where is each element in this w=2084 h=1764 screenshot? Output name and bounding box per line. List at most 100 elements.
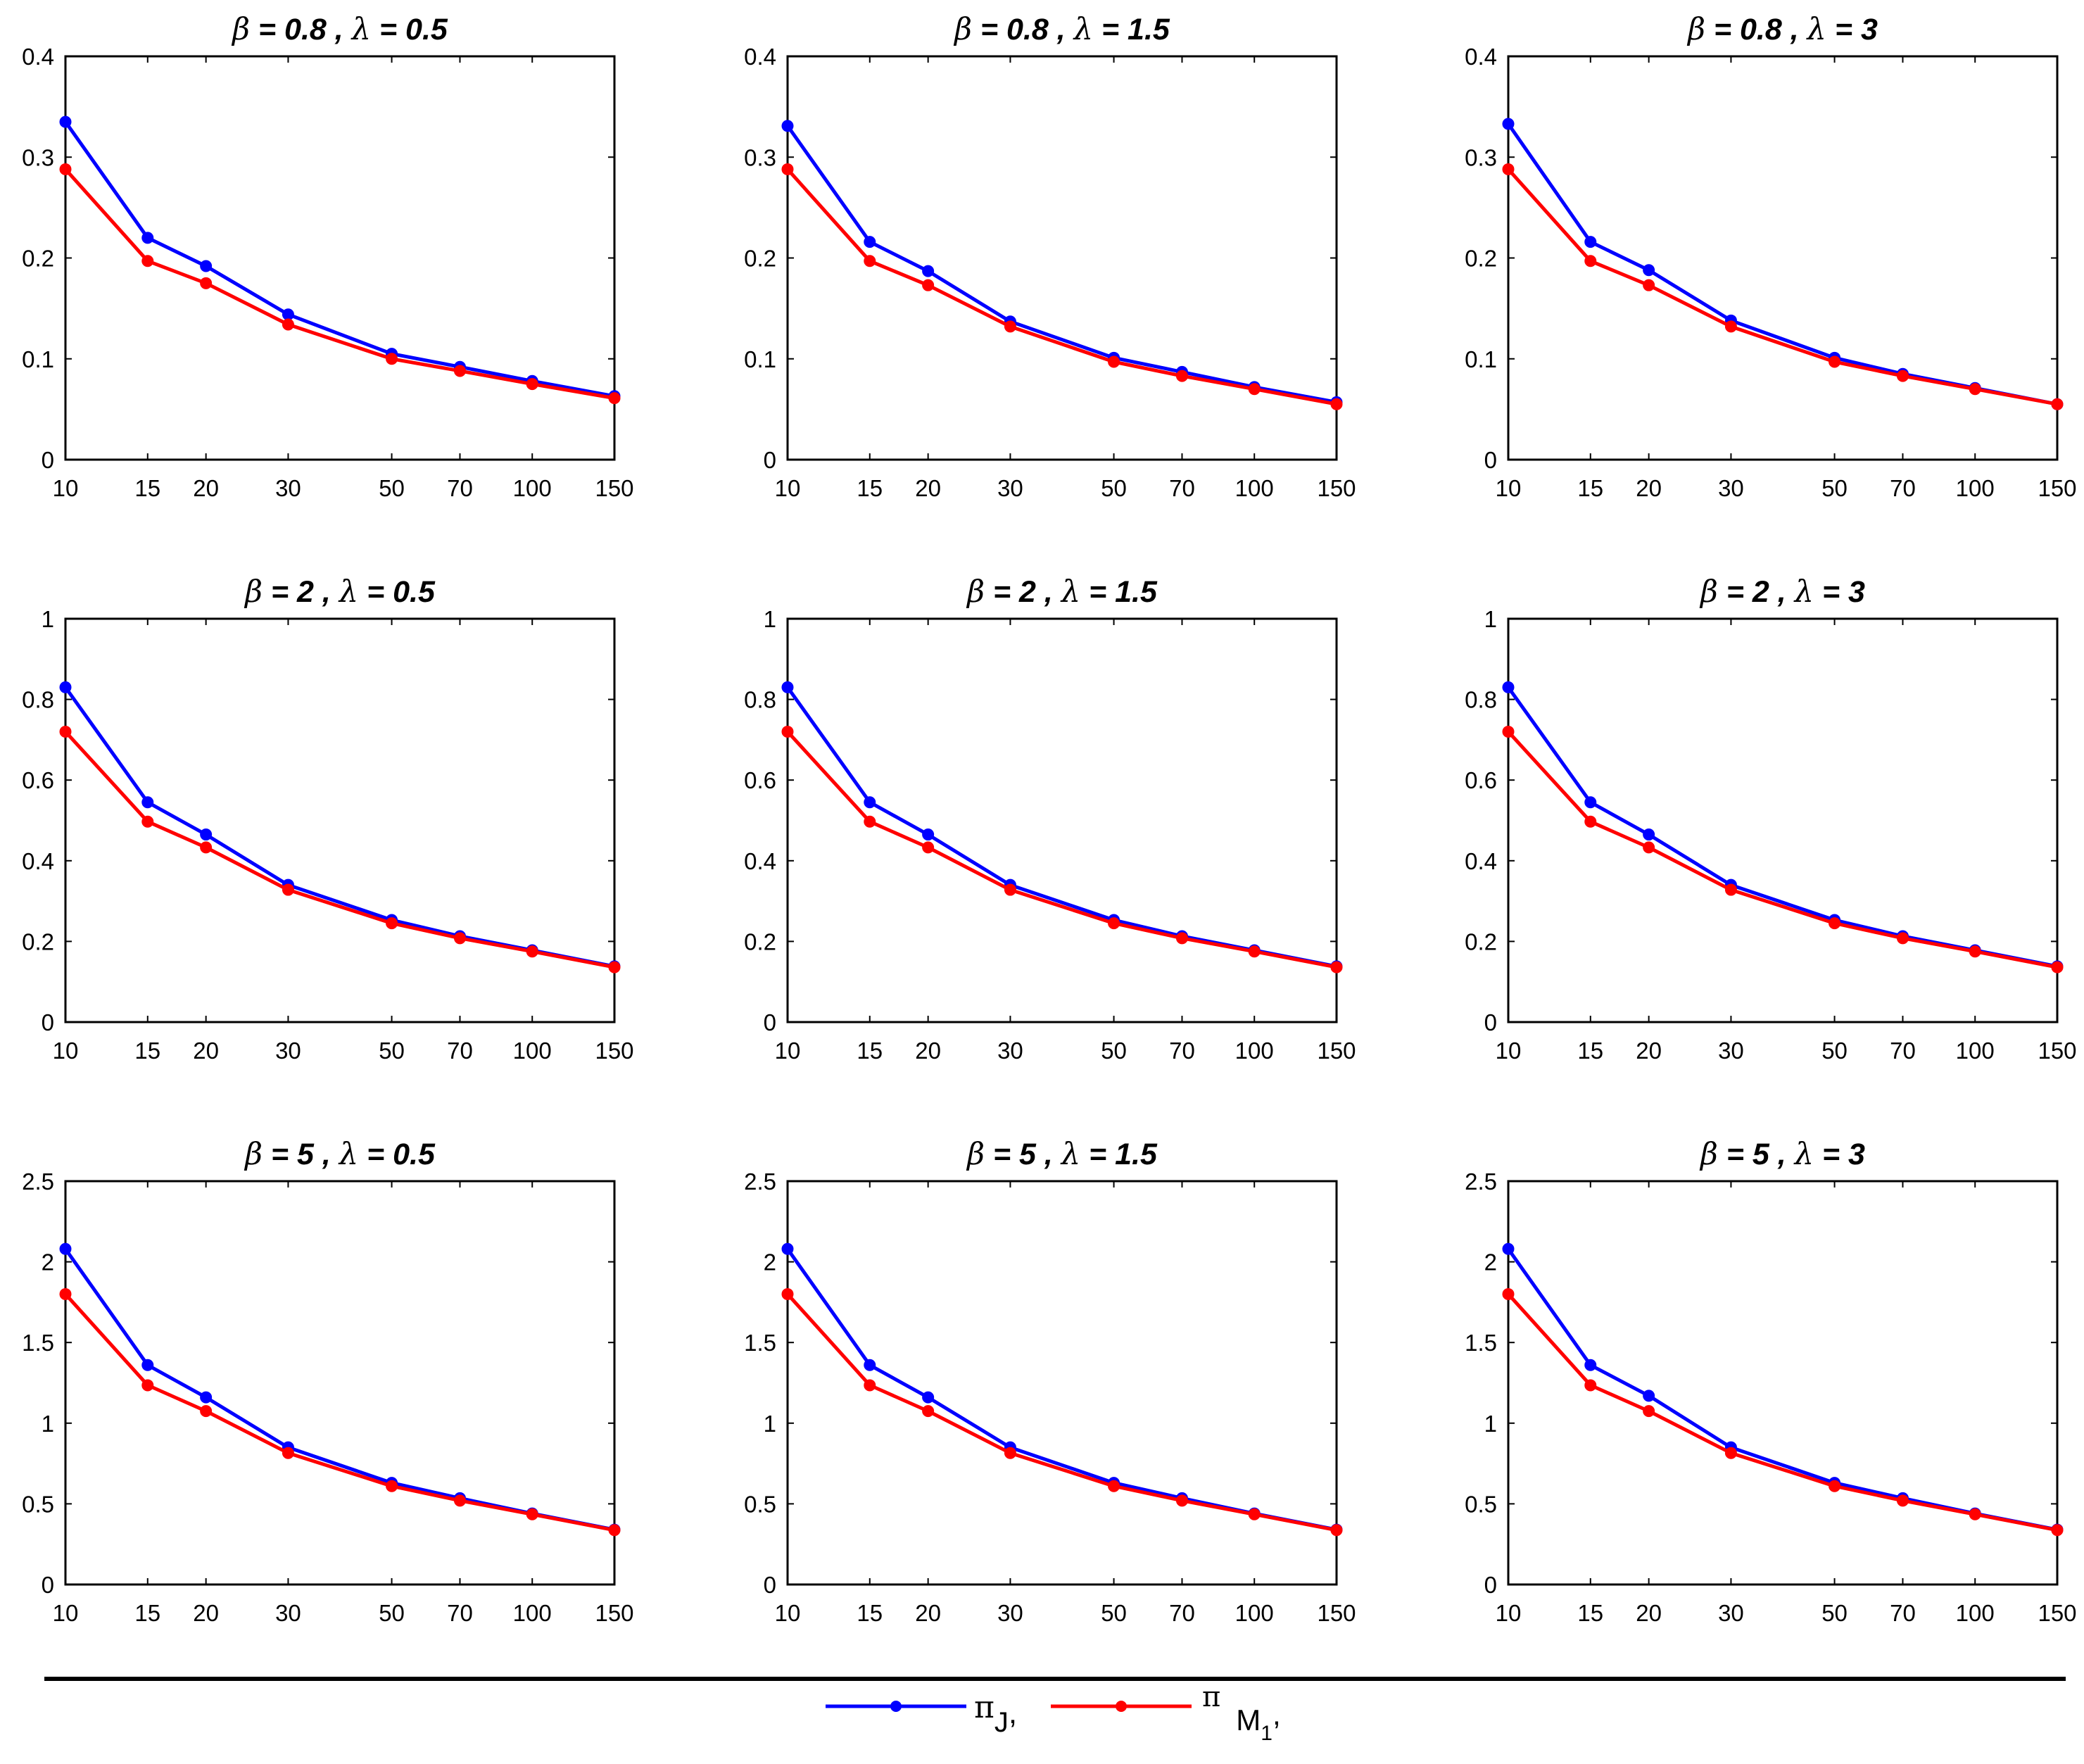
legend-pi-symbol: π xyxy=(1202,1681,1220,1713)
x-tick-label: 70 xyxy=(447,475,473,501)
x-tick-label: 150 xyxy=(595,1600,633,1626)
data-point-pi-m1 xyxy=(922,1405,935,1418)
title-lambda-symbol: λ xyxy=(1793,1137,1814,1172)
y-tick-label: 0 xyxy=(1484,1009,1497,1035)
data-point-pi-m1 xyxy=(200,1405,213,1418)
data-point-pi-m1 xyxy=(141,1379,154,1392)
x-tick-label: 20 xyxy=(915,1600,941,1626)
y-tick-label: 0.6 xyxy=(1465,767,1497,793)
y-tick-label: 0.5 xyxy=(744,1491,776,1517)
data-point-pi-m1 xyxy=(1643,841,1655,854)
x-tick-label: 10 xyxy=(775,1038,801,1064)
y-tick-label: 0 xyxy=(1484,1572,1497,1598)
data-point-pi-m1 xyxy=(1584,1379,1597,1392)
x-tick-label: 30 xyxy=(275,1038,301,1064)
data-point-pi-j xyxy=(141,1359,154,1371)
x-tick-label: 70 xyxy=(1169,1600,1195,1626)
legend: πJ, πM1, xyxy=(44,1677,2066,1745)
x-tick-label: 20 xyxy=(1636,475,1662,501)
x-tick-label: 50 xyxy=(1101,475,1127,501)
x-tick-label: 100 xyxy=(1235,1600,1274,1626)
title-lambda-symbol: λ xyxy=(1793,574,1814,610)
x-tick-label: 100 xyxy=(513,1600,552,1626)
x-tick-label: 100 xyxy=(1235,475,1274,501)
x-tick-label: 30 xyxy=(1718,1600,1744,1626)
data-point-pi-j xyxy=(864,796,876,809)
data-point-pi-m1 xyxy=(608,392,621,405)
subplot-title: β = 5 , λ = 1.5 xyxy=(966,1137,1158,1172)
axes-box xyxy=(1507,1180,2059,1586)
subplot-2: 0 0.1 0.2 0.3 0.4 10 15 20 30 50 70 100 150 β = 0.8 ,λ… xyxy=(744,12,1356,501)
title-beta-value: = 2 , xyxy=(1726,575,1786,609)
x-tick-label: 30 xyxy=(275,475,301,501)
data-point-pi-j xyxy=(864,1359,876,1371)
data-point-pi-m1 xyxy=(781,163,794,175)
data-point-pi-m1 xyxy=(1330,961,1343,974)
y-tick-label: 0 xyxy=(764,447,776,473)
subplot-4: 0 0.2 0.4 0.6 0.8 1 10 15 20 30 50 70 100 150 β = 2 , λ =… xyxy=(22,574,633,1064)
series-line-pi-j xyxy=(63,120,615,398)
axes-box xyxy=(64,1180,616,1586)
subplot-6: 0 0.2 0.4 0.6 0.8 1 10 15 20 30 50 70 100 150 β = 2 , λ =… xyxy=(1465,574,2076,1064)
subplot-8: 0 0.5 1 1.5 2 2.5 10 15 20 30 50 70 100 150 β = 5 , λ = 1… xyxy=(744,1137,1356,1626)
x-tick-label: 15 xyxy=(1577,1600,1603,1626)
title-beta-symbol: β xyxy=(966,574,985,610)
x-tick-label: 30 xyxy=(275,1600,301,1626)
data-point-pi-m1 xyxy=(1502,1287,1515,1300)
y-tick-label: 0 xyxy=(764,1572,776,1598)
data-point-pi-m1 xyxy=(2051,961,2064,974)
data-point-pi-m1 xyxy=(453,1494,466,1507)
data-point-pi-m1 xyxy=(1584,815,1597,828)
title-beta-value: = 5 , xyxy=(1726,1138,1786,1171)
data-point-pi-m1 xyxy=(1248,945,1261,958)
x-tick-label: 15 xyxy=(857,1038,883,1064)
title-lambda-symbol: λ xyxy=(351,12,371,47)
y-tick-label: 0.4 xyxy=(22,848,54,874)
x-tick-label: 50 xyxy=(1821,1600,1848,1626)
title-lambda-value: = 0.5 xyxy=(379,13,448,46)
data-point-pi-m1 xyxy=(1004,1447,1016,1459)
data-point-pi-m1 xyxy=(1896,932,1909,945)
data-point-pi-j xyxy=(200,829,213,841)
data-point-pi-m1 xyxy=(526,945,538,958)
title-lambda-value: = 1.5 xyxy=(1101,13,1170,46)
subplot-title: β = 5 , λ = 3 xyxy=(1699,1137,1865,1172)
y-tick-label: 0.6 xyxy=(744,767,776,793)
y-tick-label: 0.4 xyxy=(1465,848,1497,874)
data-point-pi-m1 xyxy=(526,378,538,391)
x-tick-label: 50 xyxy=(379,475,405,501)
x-tick-label: 10 xyxy=(775,475,801,501)
data-point-pi-m1 xyxy=(282,318,294,331)
y-tick-label: 1 xyxy=(42,1411,54,1437)
x-tick-label: 15 xyxy=(134,1038,160,1064)
title-beta-symbol: β xyxy=(244,574,263,610)
data-point-pi-j xyxy=(1502,681,1515,693)
y-tick-label: 2 xyxy=(1484,1249,1497,1275)
title-lambda-value: = 3 xyxy=(1822,1138,1865,1171)
data-point-pi-m1 xyxy=(1896,370,1909,382)
data-point-pi-j xyxy=(1643,264,1655,277)
series-line-pi-m1 xyxy=(1507,168,2058,406)
title-beta-value: = 5 , xyxy=(993,1138,1053,1171)
data-point-pi-j xyxy=(200,260,213,272)
title-lambda-value: = 0.5 xyxy=(367,1138,436,1171)
x-tick-label: 70 xyxy=(1890,1600,1916,1626)
y-tick-label: 0.4 xyxy=(22,44,54,70)
x-tick-label: 150 xyxy=(2038,1038,2076,1064)
data-point-pi-m1 xyxy=(59,1287,72,1300)
x-tick-label: 30 xyxy=(1718,1038,1744,1064)
data-point-pi-j xyxy=(781,681,794,693)
data-point-pi-j xyxy=(1643,829,1655,841)
data-point-pi-m1 xyxy=(1829,917,1841,930)
data-point-pi-j xyxy=(864,236,876,248)
data-point-pi-m1 xyxy=(1175,1494,1188,1507)
data-point-pi-j xyxy=(922,829,935,841)
data-point-pi-m1 xyxy=(922,279,935,291)
x-tick-label: 10 xyxy=(1496,475,1522,501)
y-tick-label: 0.3 xyxy=(1465,144,1497,170)
title-lambda-value: = 0.5 xyxy=(367,575,436,609)
x-tick-label: 20 xyxy=(915,475,941,501)
legend-label-pi-j: πJ, xyxy=(974,1689,1017,1738)
x-tick-label: 50 xyxy=(379,1038,405,1064)
title-beta-value: = 0.8 , xyxy=(258,13,343,46)
